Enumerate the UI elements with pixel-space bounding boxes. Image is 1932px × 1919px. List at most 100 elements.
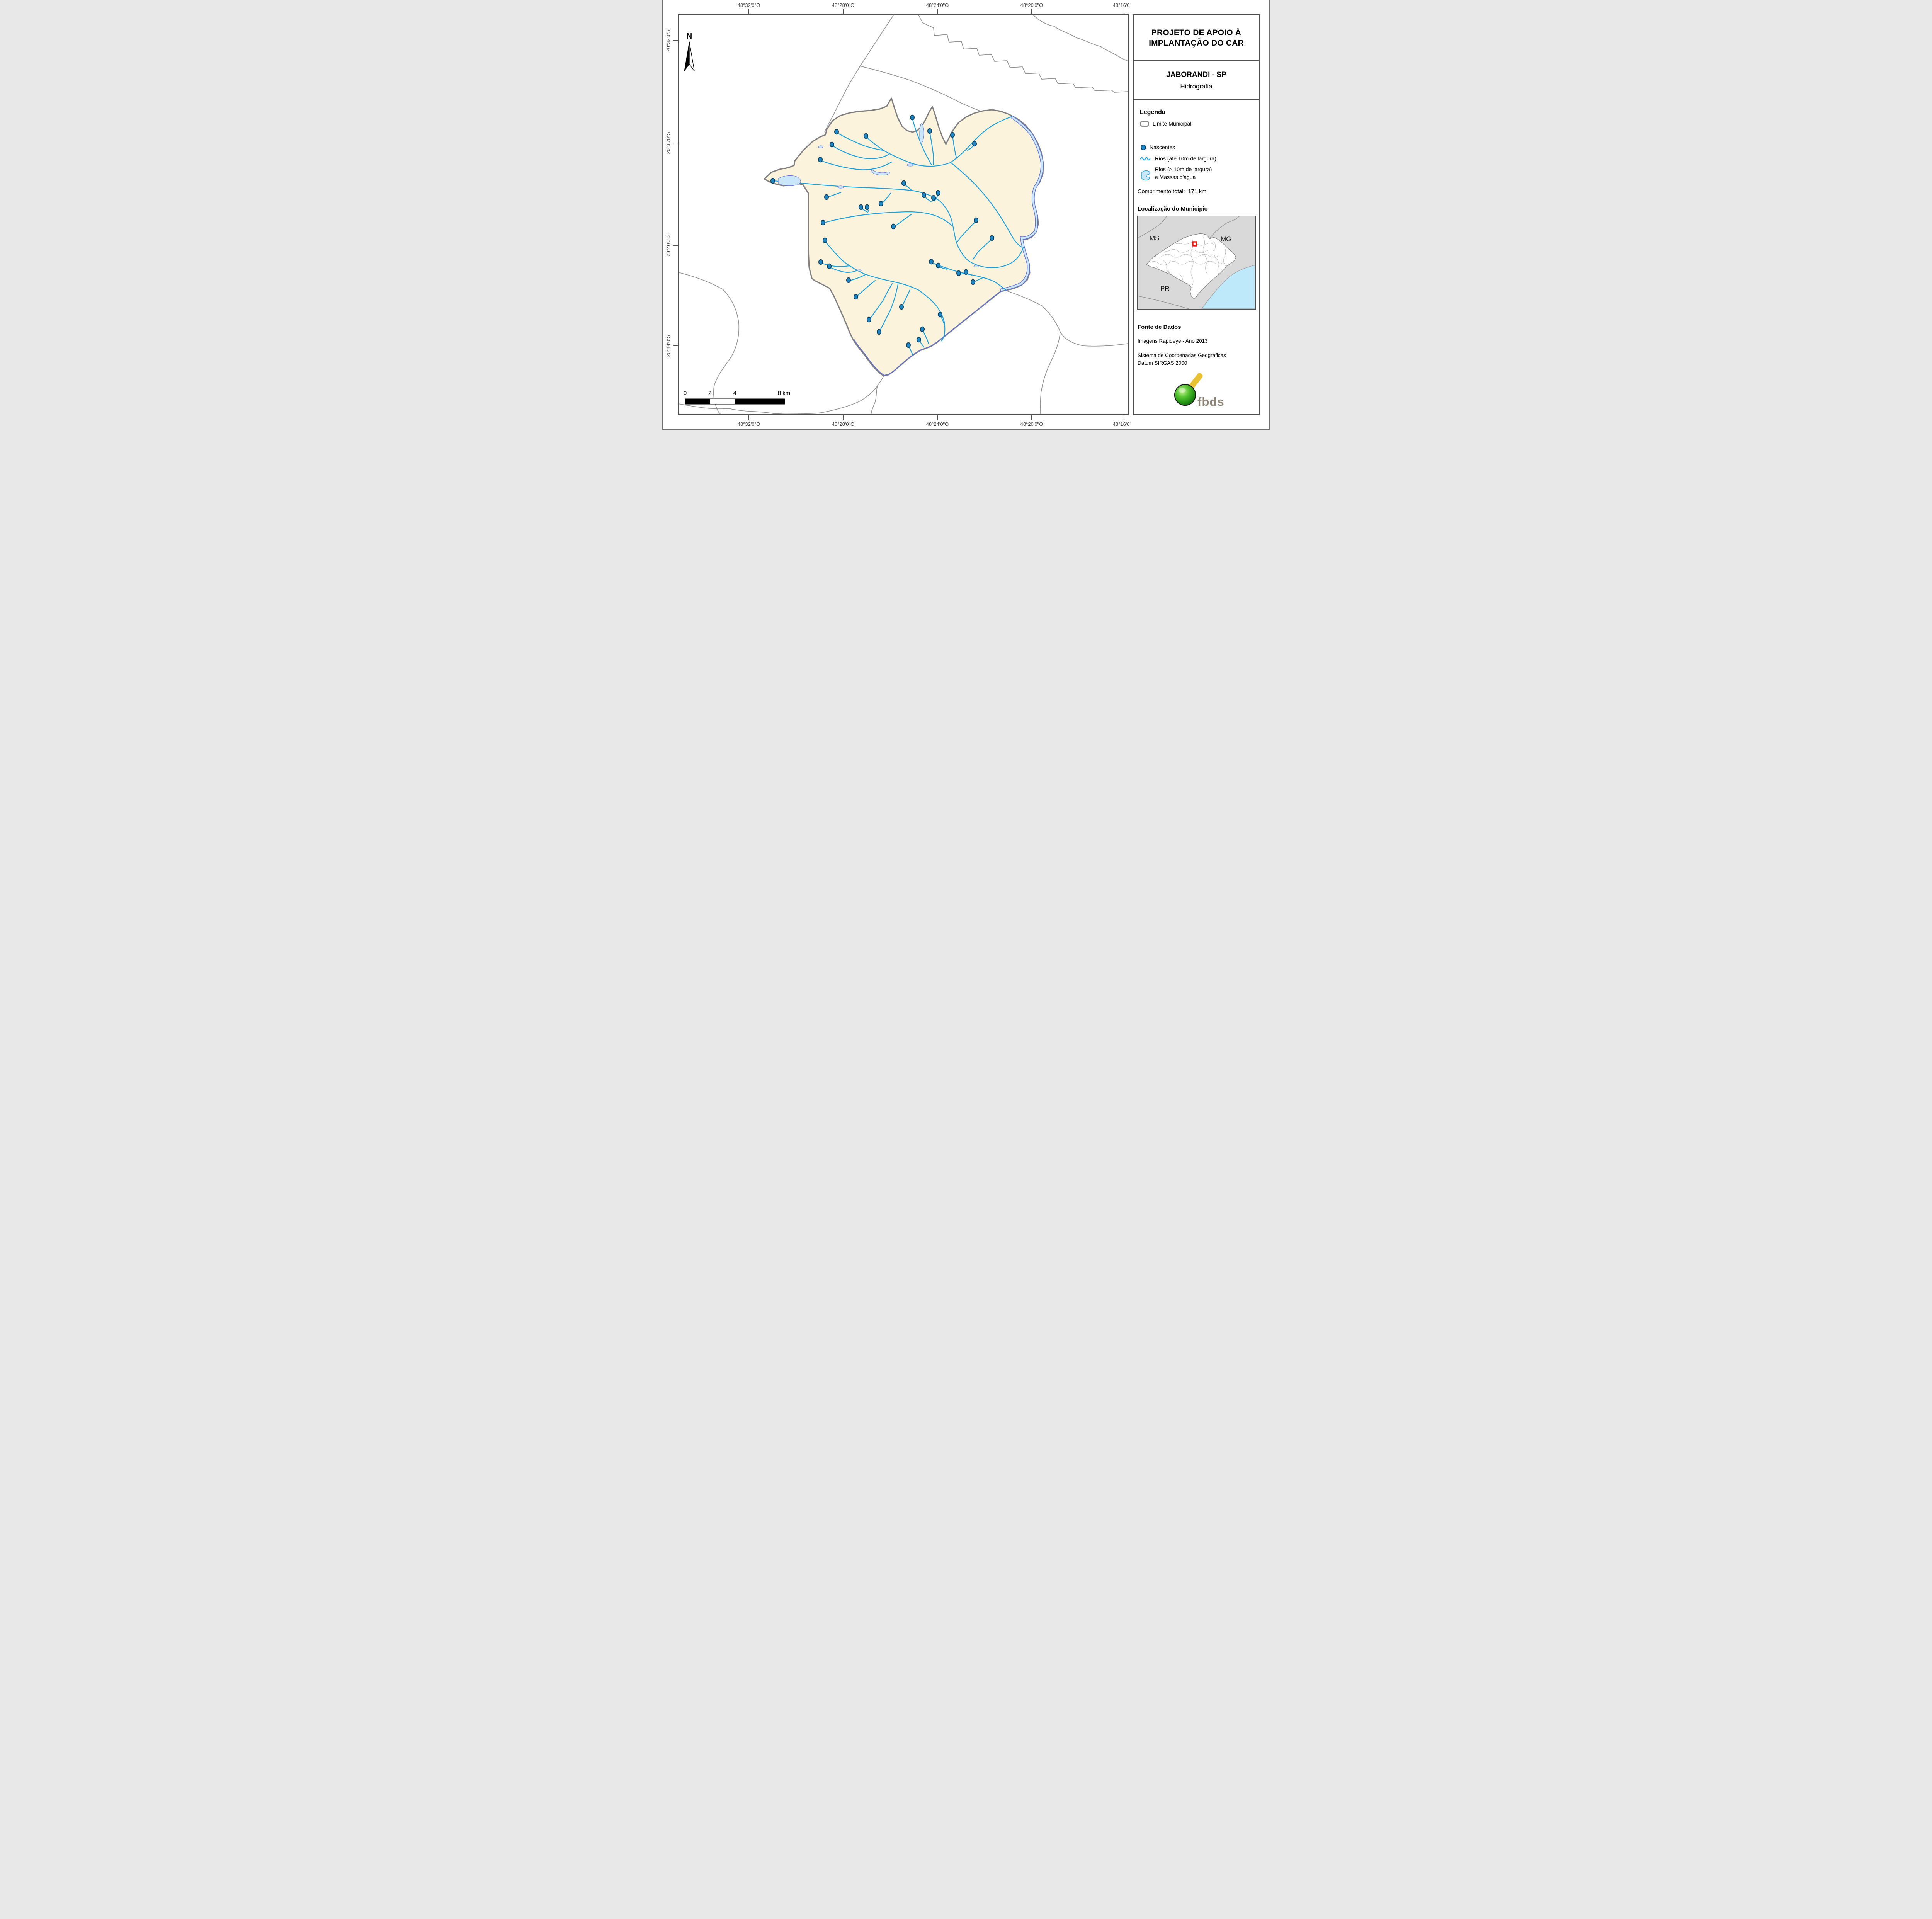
municipality-name: JABORANDI - SP [1166, 70, 1226, 79]
map-theme: Hidrografia [1180, 82, 1213, 90]
legend-item-massas: Rios (> 10m de largura) e Massas d'água [1140, 165, 1212, 183]
spring-dot-icon [901, 180, 906, 186]
southeast-coast-river [854, 291, 1002, 376]
sp-state-polygon [1146, 233, 1236, 299]
municipality-polygon [764, 97, 1044, 377]
state-label-ms: MS [1150, 235, 1160, 242]
svg-text:48°16'0"O: 48°16'0"O [1113, 421, 1131, 427]
legend-heading: Legenda [1140, 109, 1165, 116]
spring-dot-icon [974, 217, 978, 223]
spring-dot-icon [938, 311, 942, 318]
top-axis: 48°32'0"O 48°28'0"O 48°24'0"O 48°20'0"O 48°1… [738, 2, 1131, 14]
logo-bar-icon [1189, 373, 1203, 390]
spring-dot-icon [927, 128, 932, 134]
water-bodies [778, 123, 979, 272]
spring-dot-icon [950, 132, 955, 138]
legend-box: Legenda Limite Municipal Nascentes Rios … [1134, 100, 1259, 414]
location-heading: Localização do Município [1138, 206, 1208, 212]
spring-dot-icon [972, 141, 977, 147]
scale-bar: 0 2 4 8 km [684, 390, 791, 405]
state-label-pr: PR [1160, 285, 1170, 292]
svg-text:48°24'0"O: 48°24'0"O [926, 421, 949, 427]
spring-dot-icon [891, 223, 896, 230]
svg-text:8 km: 8 km [778, 390, 791, 396]
spring-dot-icon [956, 270, 961, 276]
info-panel: PROJETO DE APOIO À IMPLANTAÇÃO DO CAR JA… [1133, 14, 1260, 415]
fbds-logo: fbds [1170, 371, 1228, 412]
map-sheet: 48°32'0"O 48°28'0"O 48°24'0"O 48°20'0"O 48°1… [662, 0, 1270, 430]
spring-dot-icon [823, 237, 827, 243]
map-layers [679, 14, 1129, 415]
logo-text: fbds [1197, 395, 1224, 408]
spring-dot-icon [1141, 144, 1146, 150]
spring-dot-icon [867, 316, 871, 323]
municipal-boundary-icon [1140, 121, 1149, 127]
river-network [773, 116, 1024, 356]
svg-text:20°40'0"S: 20°40'0"S [665, 234, 671, 256]
svg-text:48°20'0"O: 48°20'0"O [1020, 421, 1043, 427]
svg-text:2: 2 [708, 390, 711, 396]
spring-dot-icon [770, 178, 775, 184]
svg-text:20°44'0"S: 20°44'0"S [665, 335, 671, 357]
svg-text:48°28'0"O: 48°28'0"O [832, 2, 855, 8]
spring-dot-icon [830, 141, 834, 148]
svg-text:48°20'0"O: 48°20'0"O [1020, 2, 1043, 8]
water-body-icon [1141, 170, 1150, 180]
spring-dot-icon [929, 259, 934, 265]
spring-dot-icon [818, 157, 823, 163]
left-axis: 20°32'0"S 20°36'0"S 20°40'0"S 20°44'0"S [665, 29, 679, 357]
legend-item-label: Rios (> 10m de largura) e Massas d'água [1155, 166, 1212, 180]
spring-dot-icon [936, 190, 940, 196]
logo-sphere-icon [1174, 384, 1196, 406]
spring-dot-icon [821, 219, 825, 226]
source-heading: Fonte de Dados [1138, 324, 1181, 330]
wide-river [854, 116, 1044, 376]
river-line-icon [1140, 157, 1151, 161]
neighbor-boundaries [679, 14, 1129, 415]
spring-dot-icon [899, 304, 904, 310]
locator-map: MS MG PR [1137, 216, 1256, 310]
svg-text:48°32'0"O: 48°32'0"O [738, 2, 760, 8]
legend-item-label: Rios (até 10m de largura) [1155, 155, 1216, 162]
spring-dot-icon [964, 269, 968, 275]
legend-item-nascentes: Nascentes [1140, 144, 1175, 150]
bottom-axis: 48°32'0"O 48°28'0"O 48°24'0"O 48°20'0"O 48°1… [738, 415, 1131, 427]
project-title-line1: PROJETO DE APOIO À [1151, 28, 1242, 37]
springs-layer [770, 114, 994, 348]
ocean [1201, 265, 1255, 309]
project-title-line2: IMPLANTAÇÃO DO CAR [1149, 39, 1244, 48]
spring-dot-icon [910, 114, 915, 121]
spring-dot-icon [917, 337, 921, 343]
north-label: N [687, 32, 692, 41]
legend-item-label: Limite Municipal [1153, 121, 1192, 127]
svg-text:0: 0 [684, 390, 687, 396]
spring-dot-icon [971, 279, 975, 285]
svg-text:48°24'0"O: 48°24'0"O [926, 2, 949, 8]
spring-dot-icon [990, 235, 994, 241]
spring-dot-icon [906, 342, 911, 348]
spring-dot-icon [846, 277, 851, 283]
svg-text:48°28'0"O: 48°28'0"O [832, 421, 855, 427]
spring-dot-icon [936, 262, 940, 269]
map-frame [678, 14, 1129, 415]
svg-text:4: 4 [733, 390, 736, 396]
spring-dot-icon [824, 194, 829, 200]
fbds-logo-canvas: fbds [1174, 373, 1224, 408]
total-length: Comprimento total: 171 km [1138, 189, 1207, 195]
legend-item-rios: Rios (até 10m de largura) [1140, 155, 1216, 162]
north-arrow: N [684, 32, 695, 71]
legend-item-label: Nascentes [1150, 144, 1175, 150]
map-canvas: 48°32'0"O 48°28'0"O 48°24'0"O 48°20'0"O 48°1… [665, 2, 1131, 427]
spring-dot-icon [920, 326, 925, 332]
svg-text:20°32'0"S: 20°32'0"S [665, 29, 671, 51]
source-lines: Sistema de Coordenadas Geográficas Datum… [1138, 352, 1226, 366]
legend-item-limite: Limite Municipal [1140, 121, 1191, 127]
spring-dot-icon [865, 204, 869, 210]
spring-dot-icon [879, 201, 883, 207]
spring-dot-icon [818, 259, 823, 265]
municipality-box: JABORANDI - SP Hidrografia [1134, 61, 1259, 100]
spring-dot-icon [877, 329, 881, 335]
spring-dot-icon [922, 192, 926, 198]
project-title-box: PROJETO DE APOIO À IMPLANTAÇÃO DO CAR [1134, 15, 1259, 61]
spring-dot-icon [864, 133, 868, 139]
